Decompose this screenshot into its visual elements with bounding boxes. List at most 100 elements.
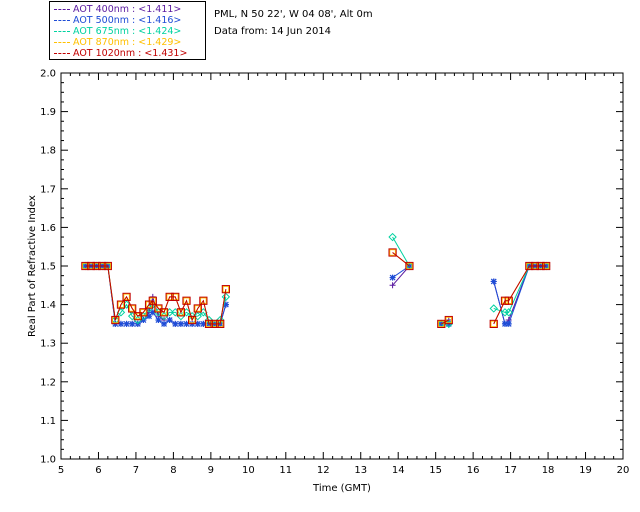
data-point: [504, 308, 513, 317]
series-line: [85, 265, 227, 325]
x-tick-label: 9: [208, 465, 214, 476]
y-tick-label: 1.1: [40, 416, 56, 427]
legend-line-icon: [54, 42, 70, 43]
series-layer: [81, 232, 551, 329]
x-tick-label: 17: [504, 465, 517, 476]
legend-line-icon: [54, 9, 70, 10]
data-point: [103, 261, 112, 271]
x-tick-label: 7: [133, 465, 139, 476]
data-point: [146, 313, 153, 320]
data-point: [216, 319, 225, 328]
data-point: [388, 232, 397, 242]
legend-label: AOT 400nm : <1.411>: [73, 4, 182, 15]
data-point: [177, 309, 185, 316]
x-tick-label: 20: [617, 465, 630, 476]
x-tick-label: 11: [279, 465, 292, 476]
x-tick-label: 19: [579, 465, 592, 476]
y-tick-label: 1.8: [40, 146, 56, 157]
series-line: [493, 265, 547, 325]
data-point: [111, 315, 120, 325]
data-point: [222, 301, 229, 308]
y-tick-label: 2.0: [40, 69, 56, 80]
data-point: [221, 285, 230, 294]
series-line: [85, 265, 227, 325]
series-line: [392, 236, 410, 267]
data-point: [536, 261, 545, 271]
x-axis-label: Time (GMT): [312, 483, 371, 494]
series-line: [493, 265, 547, 313]
legend-label: AOT 500nm : <1.416>: [73, 15, 182, 26]
data-point: [204, 319, 214, 328]
series-line: [85, 265, 227, 325]
series-group: [82, 263, 550, 327]
y-tick-label: 1.7: [40, 184, 56, 195]
data-point: [193, 304, 202, 313]
y-tick-label: 1.3: [40, 339, 56, 350]
data-point: [177, 320, 184, 327]
data-point: [123, 293, 130, 301]
data-point: [165, 292, 174, 301]
data-point: [221, 292, 231, 302]
series-line: [392, 252, 410, 267]
data-point: [161, 320, 168, 327]
x-tick-label: 16: [467, 465, 480, 476]
data-point: [199, 296, 208, 305]
legend-label: AOT 870nm : <1.429>: [73, 37, 182, 48]
data-point: [171, 292, 180, 301]
axis-tick-labels: 5 6 7 8 9 10 11 12 13 14 15 16 17 18 19 20 1.0 1.1 1.2 1.3 1…: [40, 69, 629, 477]
date-info: Data from: 14 Jun 2014: [214, 26, 332, 37]
data-point: [194, 320, 201, 327]
x-tick-label: 8: [170, 465, 176, 476]
y-axis-label: Real Part of Refractive Index: [27, 195, 38, 337]
data-point: [530, 261, 540, 271]
data-point: [444, 315, 453, 325]
series-line: [493, 265, 547, 325]
data-point: [159, 308, 169, 317]
data-point: [172, 320, 179, 327]
data-point: [81, 261, 90, 271]
x-tick-label: 15: [429, 465, 442, 476]
y-tick-label: 1.2: [40, 377, 56, 388]
data-point: [92, 261, 101, 271]
data-point: [445, 316, 453, 324]
x-tick-label: 6: [95, 465, 101, 476]
data-point: [490, 278, 497, 285]
data-point: [525, 261, 534, 271]
series-group: [81, 248, 551, 328]
x-tick-label: 13: [354, 465, 367, 476]
data-point: [182, 296, 191, 305]
legend-label: AOT 1020nm : <1.431>: [73, 48, 188, 59]
data-point: [504, 296, 513, 305]
data-point: [183, 320, 190, 327]
data-point: [98, 261, 107, 271]
data-point: [501, 320, 508, 327]
legend: AOT 400nm : <1.411> AOT 500nm : <1.416> …: [49, 1, 206, 60]
legend-item-400nm: AOT 400nm : <1.411>: [54, 4, 181, 15]
data-point: [128, 304, 137, 313]
x-tick-label: 5: [58, 465, 64, 476]
data-point: [183, 297, 190, 305]
data-point: [117, 301, 125, 308]
data-point: [489, 319, 498, 328]
data-point: [117, 320, 124, 327]
y-tick-label: 1.5: [40, 262, 56, 273]
x-tick-label: 14: [392, 465, 405, 476]
data-point: [490, 320, 498, 328]
data-point: [389, 249, 396, 256]
legend-line-icon: [54, 53, 70, 54]
data-point: [500, 308, 510, 317]
data-point: [122, 292, 131, 301]
data-point: [542, 261, 551, 271]
x-tick-label: 10: [242, 465, 255, 476]
data-point: [139, 308, 148, 317]
data-point: [405, 261, 414, 271]
data-point: [437, 320, 445, 328]
legend-item-500nm: AOT 500nm : <1.416>: [54, 15, 181, 26]
data-point: [194, 305, 202, 312]
data-point: [188, 316, 196, 324]
series-line: [493, 265, 547, 325]
series-line: [85, 265, 227, 325]
series-line: [493, 265, 547, 325]
legend-item-870nm: AOT 870nm : <1.429>: [54, 37, 181, 48]
